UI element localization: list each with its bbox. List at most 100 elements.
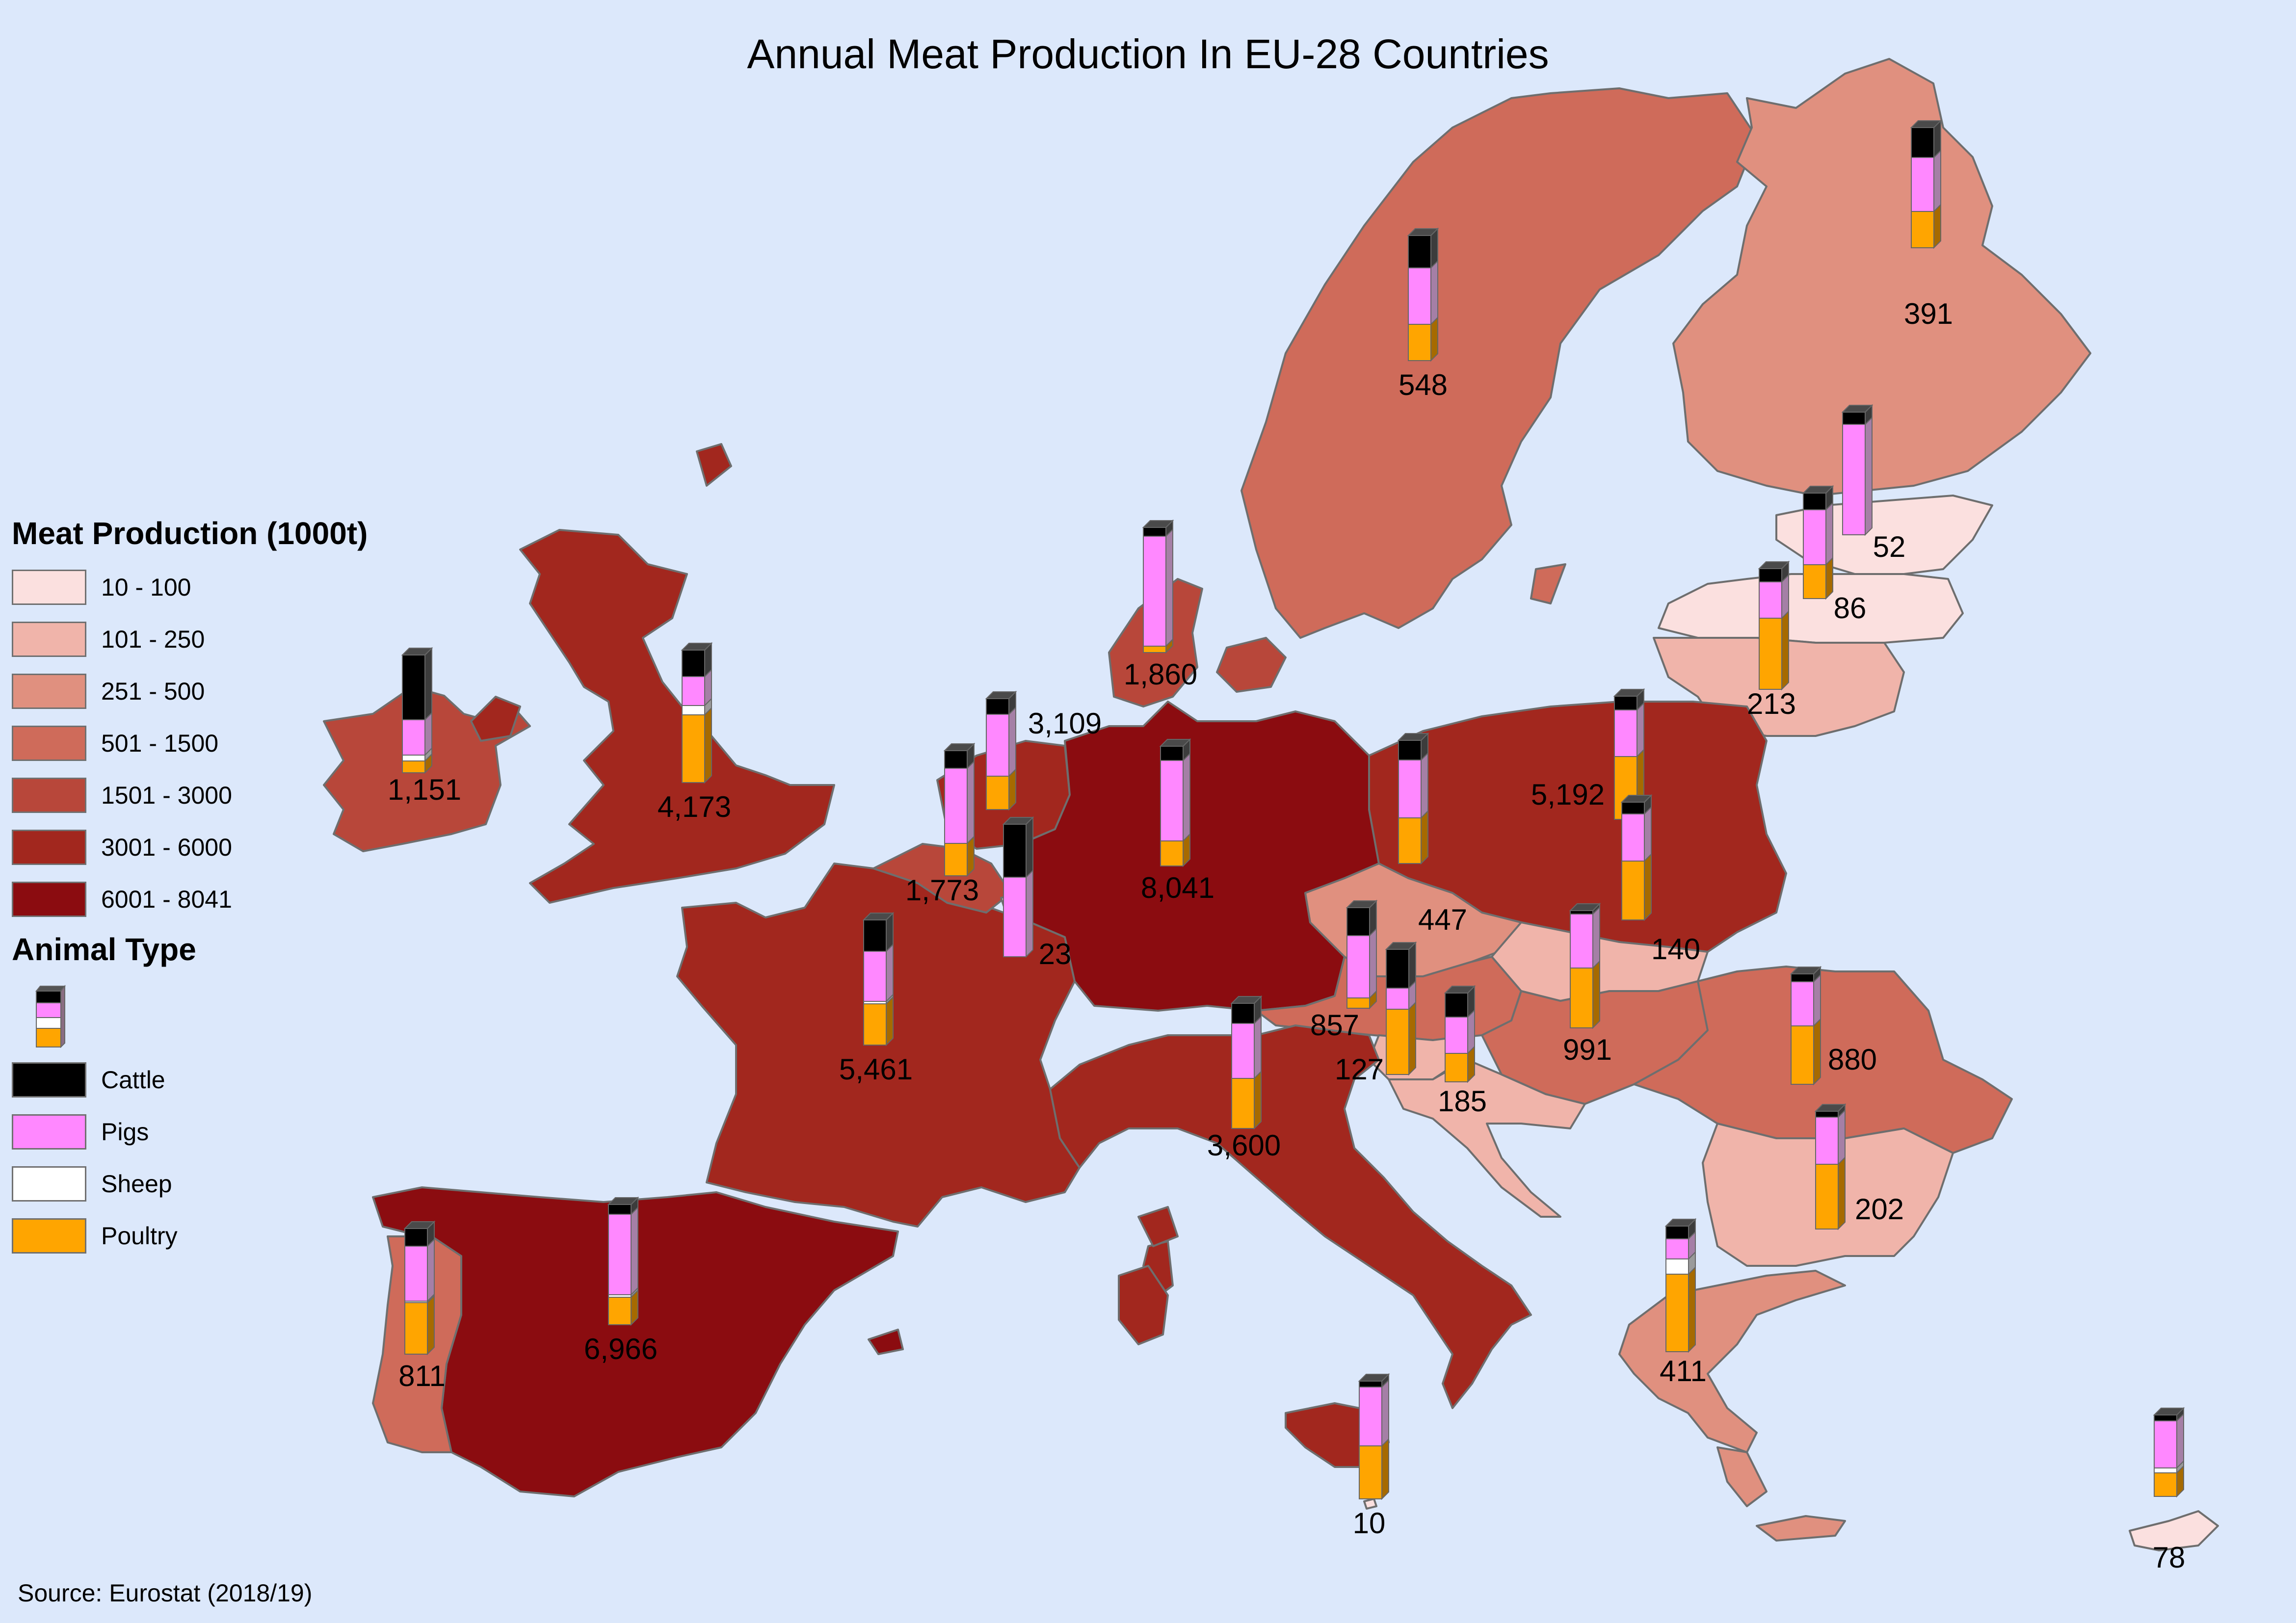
bar-segment-sheep — [682, 705, 705, 715]
non-eu-land — [1070, 88, 1452, 569]
value-label-bulgaria: 202 — [1854, 1193, 1904, 1226]
value-label-luxembourg: 23 — [1038, 938, 1072, 970]
bar-top — [1664, 1219, 1697, 1227]
value-label-romania: 880 — [1827, 1043, 1877, 1076]
country-cyprus — [2129, 1510, 2219, 1551]
bar-top — [1790, 967, 1822, 974]
bar-segment-pigs — [1143, 536, 1166, 647]
value-label-portugal: 811 — [398, 1360, 446, 1392]
legend-animal-pigs: Pigs — [12, 1113, 149, 1151]
bar-side-pigs — [2176, 1413, 2184, 1469]
bar-estonia — [1841, 404, 1874, 536]
bar-segment-pigs — [2154, 1420, 2177, 1468]
bar-top — [401, 648, 433, 655]
bar-side-poultry — [1381, 1438, 1389, 1500]
bar-denmark — [1142, 519, 1174, 654]
bar-segment-pigs — [1160, 760, 1184, 841]
country-shape-italy — [1118, 1265, 1169, 1345]
country-sweden — [1240, 87, 1758, 639]
bar-segment-poultry — [986, 776, 1009, 810]
bar-segment-poultry — [404, 1302, 428, 1355]
bar-segment-sheep — [1665, 1258, 1689, 1275]
bar-segment-pigs — [1803, 509, 1826, 565]
country-shape-sweden — [1530, 563, 1566, 604]
bar-side-pigs — [1381, 1379, 1389, 1447]
bar-top — [1814, 1104, 1847, 1112]
bar-segment-poultry — [1445, 1053, 1468, 1082]
legend-swatch — [12, 674, 86, 709]
bar-hungary — [1569, 902, 1601, 1029]
bar-segment-poultry — [1665, 1274, 1689, 1352]
bar-segment-cattle — [1665, 1226, 1689, 1239]
bar-slovenia — [1385, 941, 1417, 1076]
bar-top — [985, 691, 1017, 699]
bar-segment-cattle — [1803, 493, 1826, 510]
value-label-malta: 10 — [1352, 1507, 1386, 1540]
bar-segment-cattle — [1759, 568, 1782, 582]
legend-class-4: 1501 - 3000 — [12, 776, 232, 814]
bar-segment-cattle — [682, 650, 705, 677]
bar-germany — [1159, 738, 1191, 867]
bar-bulgaria — [1814, 1103, 1847, 1230]
bar-side-poultry — [1254, 1070, 1262, 1130]
legend-label: 501 - 1500 — [101, 730, 219, 757]
value-label-ireland: 1,151 — [387, 773, 462, 806]
legend-label: 10 - 100 — [101, 574, 191, 601]
bar-segment-poultry — [1570, 968, 1593, 1028]
bar-segment-pigs — [1445, 1017, 1468, 1054]
legend-swatch — [12, 1166, 86, 1202]
bar-segment-poultry — [1386, 1009, 1409, 1075]
bar-segment-pigs — [1003, 877, 1027, 957]
bar-segment-cattle — [402, 654, 425, 720]
legend-label: Poultry — [101, 1222, 178, 1250]
bar-segment-poultry — [1359, 1445, 1382, 1499]
bar-top — [1613, 689, 1645, 697]
bar-top — [1620, 795, 1653, 803]
bar-side-pigs — [1430, 260, 1438, 326]
bar-segment-poultry — [1621, 861, 1645, 920]
bar-segment-pigs — [1408, 267, 1431, 325]
bar-segment-poultry — [1231, 1078, 1255, 1129]
legend-animal-cattle: Cattle — [12, 1061, 165, 1099]
value-label-belgium: 1,773 — [905, 874, 979, 907]
bar-segment-cattle — [1621, 802, 1645, 814]
bar-segment-cattle — [944, 750, 968, 769]
bar-side-cattle — [1408, 941, 1416, 990]
legend-animal-sheep: Sheep — [12, 1165, 172, 1203]
bar-portugal — [403, 1220, 436, 1356]
country-malta — [1363, 1498, 1377, 1510]
bar-croatia — [1444, 985, 1476, 1083]
value-label-spain: 6,966 — [583, 1333, 658, 1365]
stacked-bars — [401, 119, 2185, 1500]
bar-segment-cattle — [1815, 1111, 1839, 1118]
bar-austria — [1346, 899, 1378, 1010]
legend-class-0: 10 - 100 — [12, 568, 191, 606]
bar-side-poultry — [1813, 1018, 1821, 1086]
bar-side-poultry — [1592, 960, 1600, 1029]
bar-top — [1407, 228, 1439, 236]
bar-malta — [1358, 1373, 1390, 1500]
bar-spain — [607, 1196, 639, 1326]
legend-label: 1501 - 3000 — [101, 782, 232, 809]
country-shape-greece — [1716, 1446, 1768, 1507]
country-shape-united-kingdom — [519, 529, 835, 904]
bar-segment-poultry — [863, 1003, 887, 1046]
bar-segment-pigs — [404, 1246, 428, 1302]
legend-label: Sheep — [101, 1170, 172, 1198]
legend-label: 6001 - 8041 — [101, 886, 232, 913]
bar-segment-cattle — [1160, 746, 1184, 761]
bar-slovakia — [1620, 794, 1653, 921]
bar-side-poultry — [1421, 810, 1428, 865]
bar-side-poultry — [704, 707, 712, 784]
country-shape-romania — [1633, 966, 2013, 1154]
legend-class-2: 251 - 500 — [12, 672, 205, 710]
country-greece — [1618, 1270, 1846, 1542]
bar-segment-cattle — [863, 919, 887, 952]
bar-top — [943, 743, 976, 751]
bar-segment-cattle — [404, 1228, 428, 1247]
legend-swatch — [12, 882, 86, 917]
bar-segment-cattle — [1911, 127, 1934, 158]
map-title: Annual Meat Production In EU-28 Countrie… — [747, 31, 1549, 77]
bar-segment-cattle — [1791, 973, 1814, 982]
